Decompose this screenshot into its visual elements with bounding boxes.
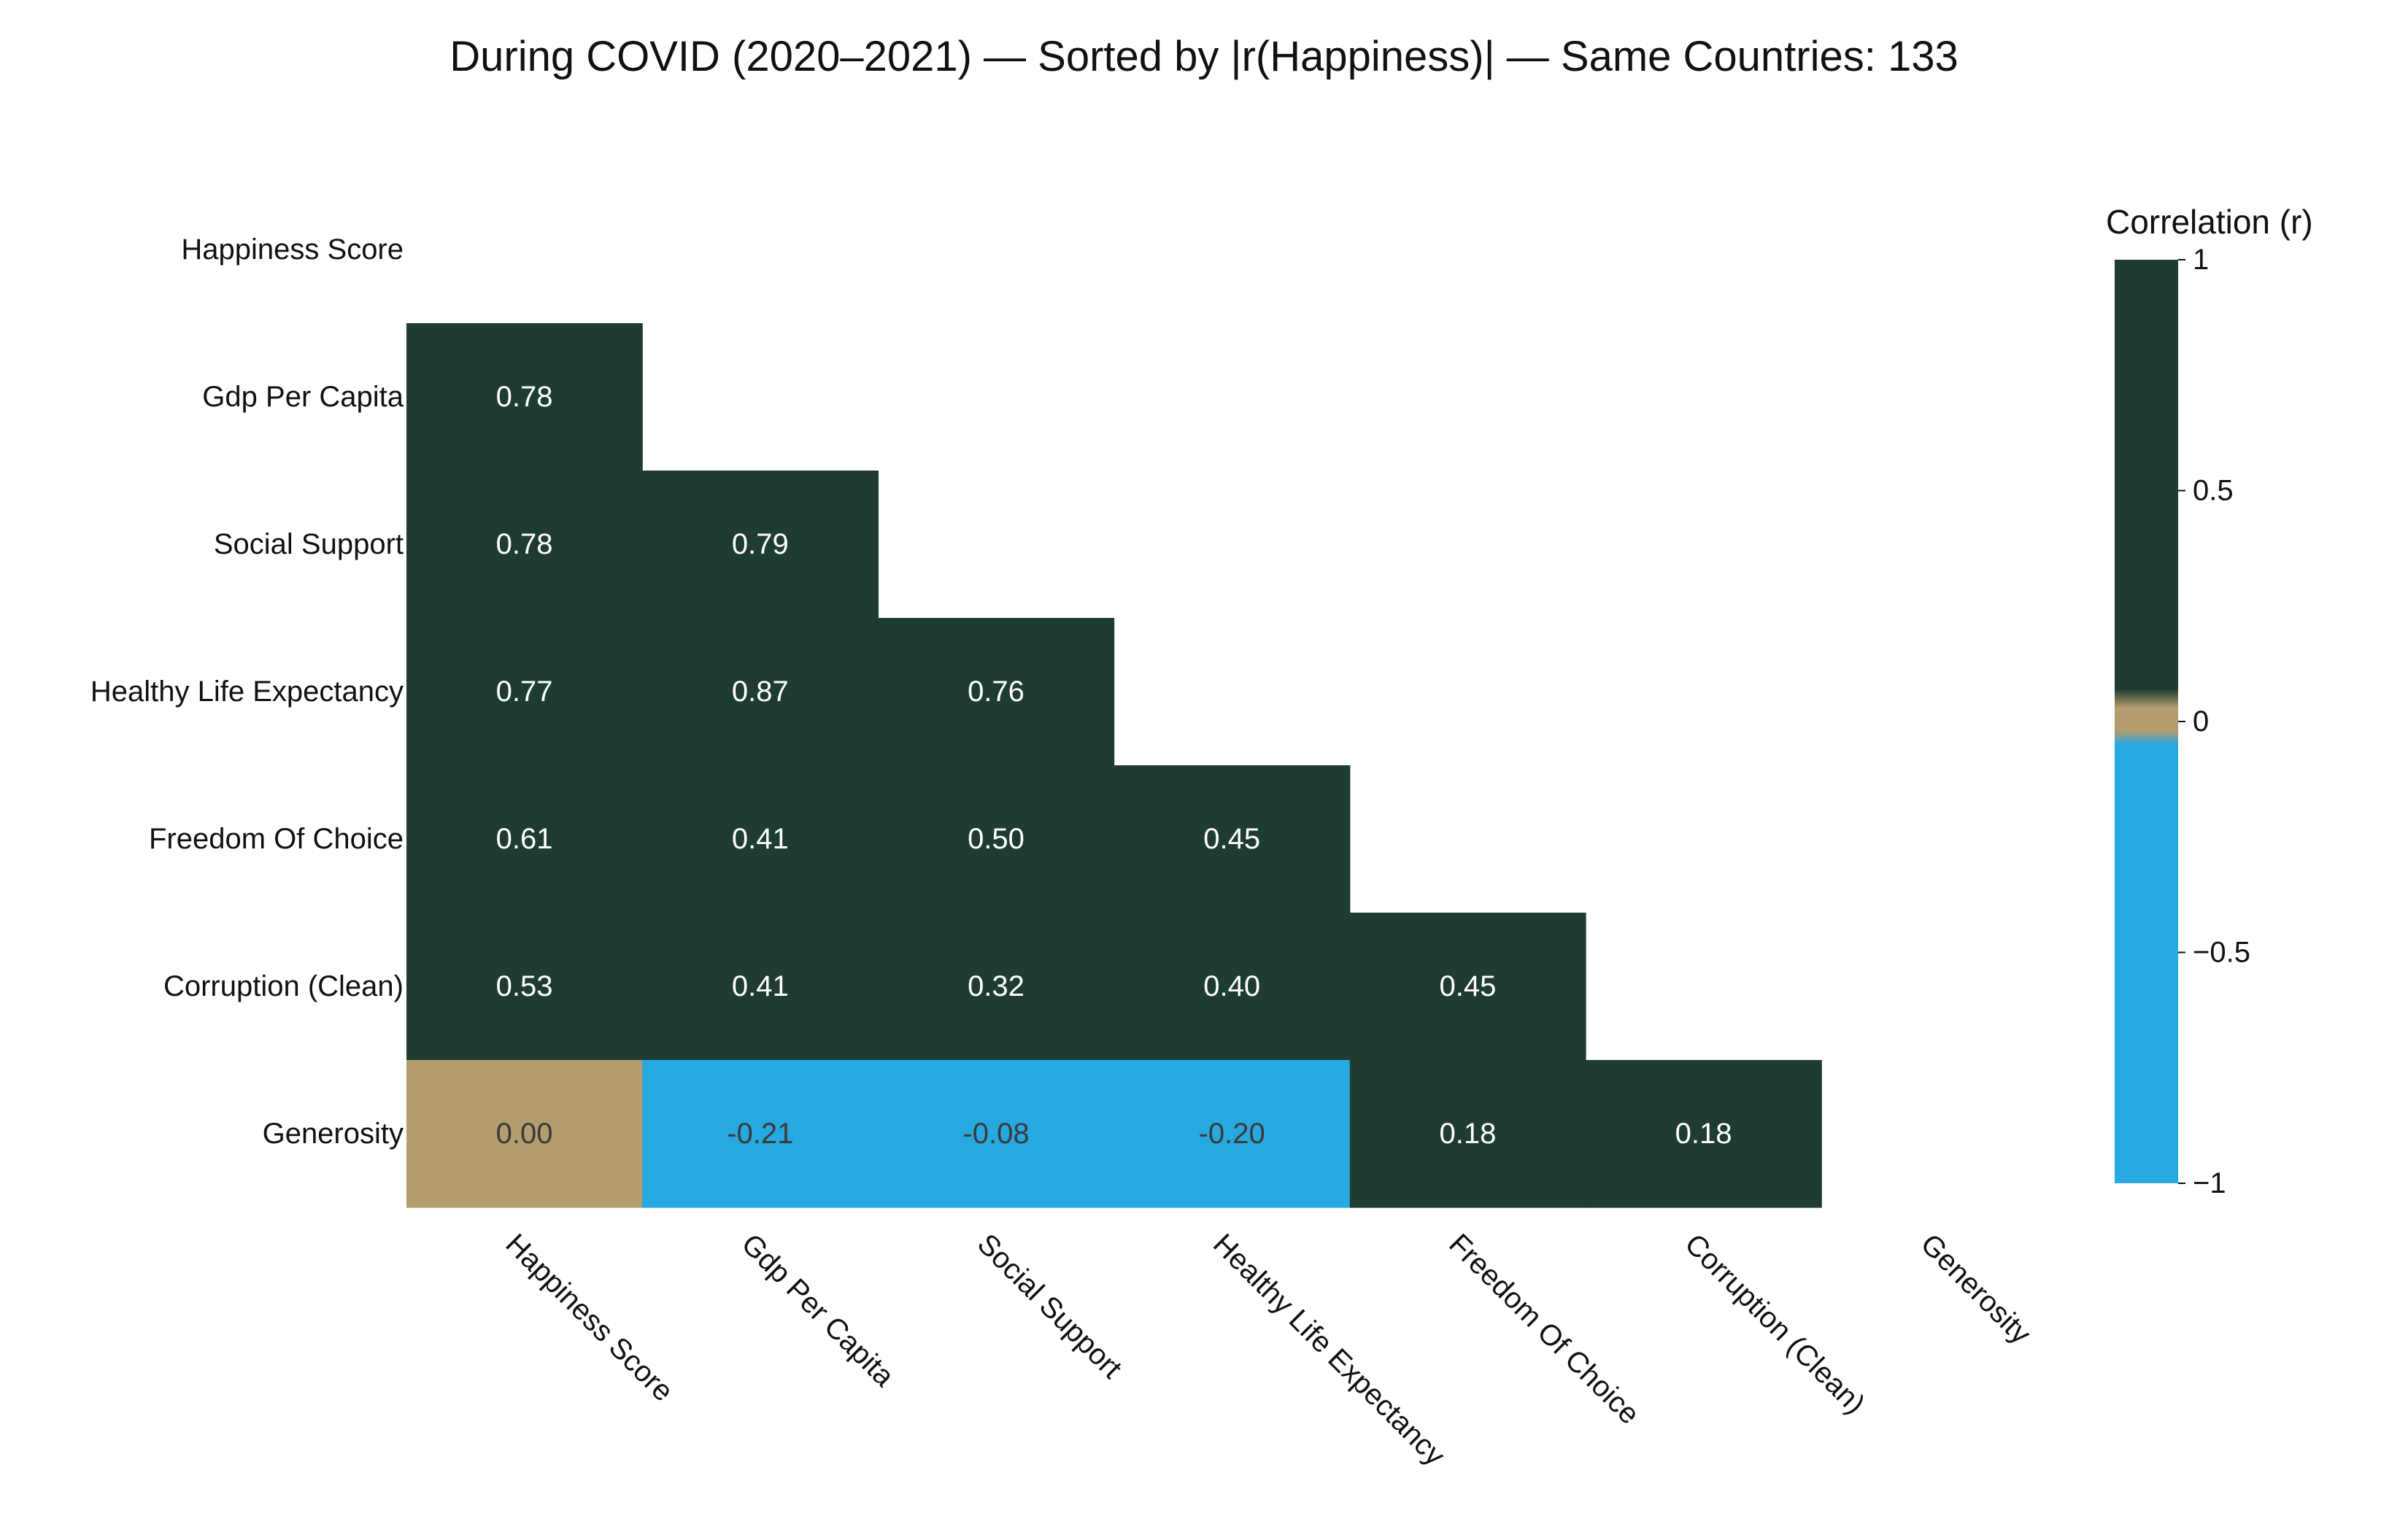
cell-corruption-clean-gdp-per-capita <box>642 913 879 1061</box>
colorbar-tick-label: 1 <box>2193 244 2209 276</box>
cell-value-label: -0.20 <box>1199 1118 1265 1150</box>
cell-value-label: -0.21 <box>727 1118 793 1150</box>
colorbar-tick-label: 0.5 <box>2193 475 2234 507</box>
cell-value-label: 0.87 <box>732 676 789 708</box>
colorbar-ticks: 1 0.5 0 −0.5 −1 <box>2178 244 2250 1199</box>
cell-value-label: 0.18 <box>1675 1118 1732 1150</box>
cell-gdp-per-capita-happiness-score <box>406 323 643 471</box>
x-label-social-support: Social Support <box>971 1228 1128 1385</box>
colorbar: Correlation (r) 1 0.5 0 −0.5 −1 <box>2106 203 2313 1199</box>
cell-healthy-life-expectancy-happiness-score <box>406 618 643 766</box>
colorbar-gradient <box>2115 260 2178 1183</box>
cell-corruption-clean-social-support <box>878 913 1115 1061</box>
cell-healthy-life-expectancy-social-support <box>878 618 1115 766</box>
cell-generosity-social-support <box>878 1060 1115 1208</box>
cell-corruption-clean-freedom-of-choice <box>1349 913 1586 1061</box>
cell-healthy-life-expectancy-gdp-per-capita <box>642 618 879 766</box>
cell-freedom-of-choice-happiness-score <box>406 765 643 913</box>
cell-generosity-corruption-clean <box>1586 1060 1822 1208</box>
cell-value-label: 0.45 <box>1203 823 1260 855</box>
y-label-corruption-clean: Corruption (Clean) <box>163 970 404 1002</box>
colorbar-tick-label: 0 <box>2193 705 2209 738</box>
cell-freedom-of-choice-healthy-life-expectancy <box>1114 765 1351 913</box>
cell-value-label: 0.53 <box>496 970 553 1002</box>
heatmap-value-labels: 0.78 0.78 0.79 0.77 0.87 0.76 0.61 0.41 0.50 0.45… <box>496 381 1732 1150</box>
x-label-freedom-of-choice: Freedom Of Choice <box>1443 1228 1645 1431</box>
colorbar-tick-label: −0.5 <box>2193 937 2250 969</box>
chart-title: During COVID (2020–2021) — Sorted by |r(… <box>449 33 1959 80</box>
cell-value-label: 0.77 <box>496 676 553 708</box>
cell-value-label: 0.18 <box>1439 1118 1496 1150</box>
cell-value-label: 0.61 <box>496 823 553 855</box>
cell-corruption-clean-healthy-life-expectancy <box>1114 913 1351 1061</box>
cell-value-label: 0.41 <box>732 970 789 1002</box>
y-label-happiness-score: Happiness Score <box>181 233 404 266</box>
x-axis-labels: Happiness Score Gdp Per Capita Social Supp… <box>499 1228 2037 1472</box>
cell-value-label: 0.76 <box>968 676 1024 708</box>
y-label-social-support: Social Support <box>214 528 404 560</box>
x-label-gdp-per-capita: Gdp Per Capita <box>736 1228 901 1393</box>
y-label-generosity: Generosity <box>263 1118 404 1150</box>
y-label-freedom-of-choice: Freedom Of Choice <box>149 823 404 855</box>
y-label-healthy-life-expectancy: Healthy Life Expectancy <box>90 676 404 708</box>
cell-generosity-happiness-score <box>406 1060 643 1208</box>
cell-value-label: 0.78 <box>496 381 553 413</box>
x-label-corruption-clean: Corruption (Clean) <box>1678 1228 1871 1420</box>
cell-value-label: 0.32 <box>968 970 1024 1002</box>
cell-social-support-happiness-score <box>406 471 643 619</box>
y-label-gdp-per-capita: Gdp Per Capita <box>202 381 404 413</box>
x-label-happiness-score: Happiness Score <box>499 1228 679 1408</box>
cell-freedom-of-choice-gdp-per-capita <box>642 765 879 913</box>
cell-value-label: 0.78 <box>496 528 553 560</box>
cell-social-support-gdp-per-capita <box>642 471 879 619</box>
colorbar-tick-label: −1 <box>2193 1167 2226 1199</box>
cell-value-label: 0.40 <box>1203 970 1260 1002</box>
cell-value-label: 0.45 <box>1439 970 1496 1002</box>
x-label-generosity: Generosity <box>1915 1228 2037 1350</box>
heatmap-cells <box>406 323 1822 1208</box>
colorbar-title: Correlation (r) <box>2106 203 2313 241</box>
cell-generosity-freedom-of-choice <box>1349 1060 1586 1208</box>
cell-value-label: -0.08 <box>962 1118 1029 1150</box>
cell-value-label: 0.50 <box>968 823 1024 855</box>
cell-value-label: 0.79 <box>732 528 789 560</box>
x-label-healthy-life-expectancy: Healthy Life Expectancy <box>1207 1228 1451 1472</box>
cell-generosity-healthy-life-expectancy <box>1114 1060 1351 1208</box>
cell-value-label: 0.41 <box>732 823 789 855</box>
cell-corruption-clean-happiness-score <box>406 913 643 1061</box>
cell-freedom-of-choice-social-support <box>878 765 1115 913</box>
cell-value-label: 0.00 <box>496 1118 553 1150</box>
y-axis-labels: Happiness Score Gdp Per Capita Social Supp… <box>90 233 404 1150</box>
cell-generosity-gdp-per-capita <box>642 1060 879 1208</box>
